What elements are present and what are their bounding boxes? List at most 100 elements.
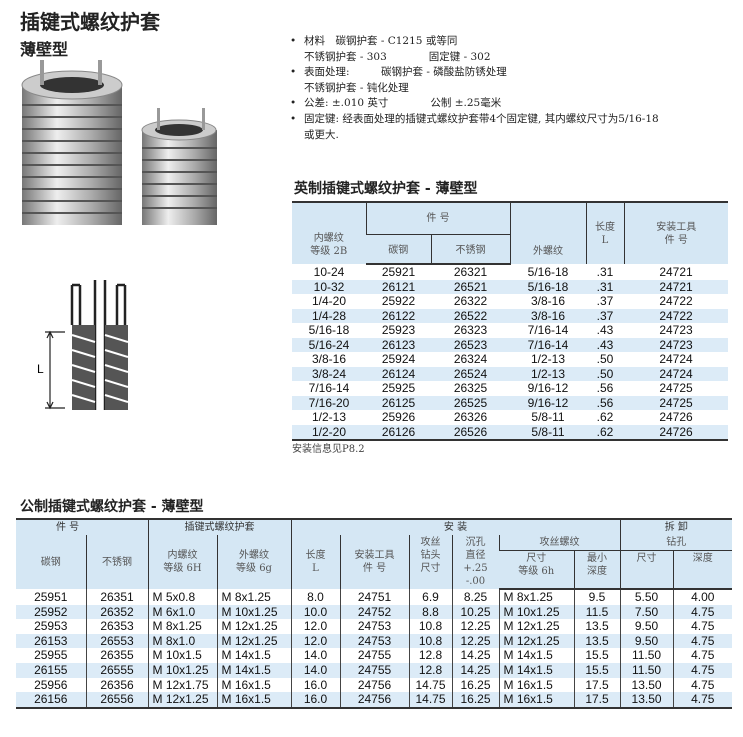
col-tap-size: 尺寸 等级 6h <box>499 550 574 591</box>
table-cell: 13.5 <box>573 619 621 634</box>
table-cell: 26352 <box>85 604 148 620</box>
table-cell: .43 <box>596 323 614 337</box>
table-cell: 24753 <box>339 619 409 634</box>
table-cell: 26351 <box>85 589 148 605</box>
table-cell: 3/8-24 <box>292 366 366 381</box>
bullet-finish-cont: 不锈钢护套 - 钝化处理 <box>304 81 409 94</box>
table-cell: M 16x1.5 <box>216 692 291 708</box>
bullet-key: 固定键: 经表面处理的插键式螺纹护套带4个固定键, 其内螺纹尺寸为5/16-18 <box>290 112 659 128</box>
table-cell: 26153 <box>16 633 86 649</box>
install-note: 安装信息见P8.2 <box>292 444 365 455</box>
table-cell: 5/16-18 <box>308 323 350 337</box>
table-cell: 26122 <box>366 308 431 323</box>
table-cell: M 14x1.5 <box>498 662 574 678</box>
table-cell: 26555 <box>85 662 148 678</box>
table-cell: M 12x1.25 <box>147 692 217 708</box>
group-tap-thread: 攻丝螺纹 <box>498 535 621 552</box>
table-cell: .50 <box>586 366 624 381</box>
table-cell: 14.0 <box>290 648 340 663</box>
table-cell: 10.8 <box>408 619 452 634</box>
table-cell: 24721 <box>659 264 693 279</box>
table-cell: M 12x1.25 <box>216 633 291 649</box>
table-cell: M 10x1.25 <box>147 662 217 678</box>
table-cell: 16.0 <box>290 677 340 693</box>
table-cell: 12.0 <box>290 619 340 634</box>
table-cell: 10.8 <box>408 633 452 649</box>
table-cell: 26325 <box>453 381 488 395</box>
group-drill: 钻孔 <box>619 535 733 552</box>
col-tool: 安装工具 件 号 <box>339 535 409 589</box>
table-cell: 7/16-14 <box>308 381 350 395</box>
table-row: 7/16-14 25925 26325 9/16-12 .56 24725 <box>292 381 728 396</box>
table-cell: 24723 <box>624 337 728 352</box>
table-cell: 9.50 <box>619 633 674 649</box>
metric-title: 公制插键式螺纹护套 - 薄壁型 <box>20 499 204 515</box>
table-row: 1/4-28 26122 26522 3/8-16.37 24722 <box>292 308 728 323</box>
table-cell: .62 <box>596 410 614 424</box>
table-cell: 24751 <box>339 589 409 605</box>
bullet-material-cont: 不锈钢护套 - 303 固定键 - 302 <box>304 50 491 63</box>
table-cell: 11.50 <box>619 662 674 678</box>
table-cell: 6.9 <box>408 589 452 605</box>
table-cell: 26524 <box>431 366 510 381</box>
table-cell: 10-24 <box>313 264 345 279</box>
table-row: 1/2-20 26126 26526 5/8-11.62 24726 <box>292 424 728 440</box>
table-cell: 26155 <box>16 662 86 678</box>
table-cell: 14.75 <box>408 692 452 708</box>
table-cell: 10.25 <box>451 604 499 620</box>
table-row: 5/16-18 25923 26323 7/16-14 .43 24723 <box>292 323 728 338</box>
bullet-finish: 表面处理: 碳钢护套 - 磷酸盐防锈处理 <box>290 65 659 81</box>
col-csink: 沉孔 直径 +.25 -.00 <box>451 535 499 589</box>
table-cell: 4.75 <box>672 677 733 693</box>
table-cell: 24755 <box>339 662 409 678</box>
table-cell: .50 <box>596 352 614 366</box>
table-cell: M 12x1.25 <box>498 633 574 649</box>
table-cell: 3/8-16 <box>530 294 566 308</box>
table-cell: 5.50 <box>619 589 674 605</box>
table-cell: 15.5 <box>573 648 621 663</box>
table-cell: 26355 <box>85 648 148 663</box>
table-cell: 13.50 <box>619 677 674 693</box>
table-cell: 17.5 <box>573 692 621 708</box>
col-length: 长度 L <box>290 535 340 589</box>
table-cell: 1/4-28 <box>292 308 366 323</box>
table-cell: 25923 <box>381 323 416 337</box>
col-tap-drill: 攻丝 钻头 尺寸 <box>408 535 452 589</box>
insert-product-photo <box>21 60 217 225</box>
table-cell: 26522 <box>431 308 510 323</box>
table-row: 1/2-13 25926 26326 5/8-11 .62 24726 <box>292 410 728 425</box>
table-cell: M 12x1.25 <box>216 619 291 634</box>
table-cell: 24755 <box>339 648 409 663</box>
table-cell: 10.0 <box>290 604 340 620</box>
table-row: 10-24 25921 26321 5/16-18 .31 24721 <box>292 264 728 280</box>
table-cell: .37 <box>586 308 624 323</box>
table-row: 26155 26555 M 10x1.25 M 14x1.5 14.0 24755 12.8… <box>16 662 733 678</box>
bullet-material: 材料 碳钢护套 - C1215 或等同 <box>290 34 659 50</box>
table-cell: M 12x1.75 <box>147 677 217 693</box>
table-cell: 11.5 <box>573 604 621 620</box>
table-cell: 4.75 <box>672 633 733 649</box>
col-length: 长度 L <box>585 202 624 264</box>
table-cell: M 14x1.5 <box>498 648 574 663</box>
table-cell: 26125 <box>366 395 431 410</box>
table-cell: 14.25 <box>451 648 499 663</box>
table-cell: 12.0 <box>290 633 340 649</box>
table-row: 1/4-20 25922 26322 3/8-16 .37 24722 <box>292 294 728 309</box>
table-cell: 9/16-12 <box>527 381 569 395</box>
table-cell: 13.5 <box>573 633 621 649</box>
group-install: 安 装 <box>290 519 621 535</box>
table-cell: 4.75 <box>672 619 733 634</box>
table-cell: 12.25 <box>451 619 499 634</box>
table-cell: 24756 <box>339 677 409 693</box>
table-cell: .31 <box>586 279 624 294</box>
col-stainless: 不锈钢 <box>85 535 148 589</box>
table-cell: .56 <box>596 381 614 395</box>
table-cell: 13.50 <box>619 692 674 708</box>
imperial-title: 英制插键式螺纹护套 - 薄壁型 <box>294 181 478 197</box>
col-part-no: 件 号 <box>365 202 510 235</box>
table-cell: 12.8 <box>408 648 452 663</box>
table-cell: 3/8-16 <box>510 308 586 323</box>
col-tool: 安装工具 件 号 <box>623 202 728 264</box>
table-cell: 15.5 <box>573 662 621 678</box>
table-row: 25955 26355 M 10x1.5 M 14x1.5 14.0 24755 12.8 1… <box>16 648 733 663</box>
